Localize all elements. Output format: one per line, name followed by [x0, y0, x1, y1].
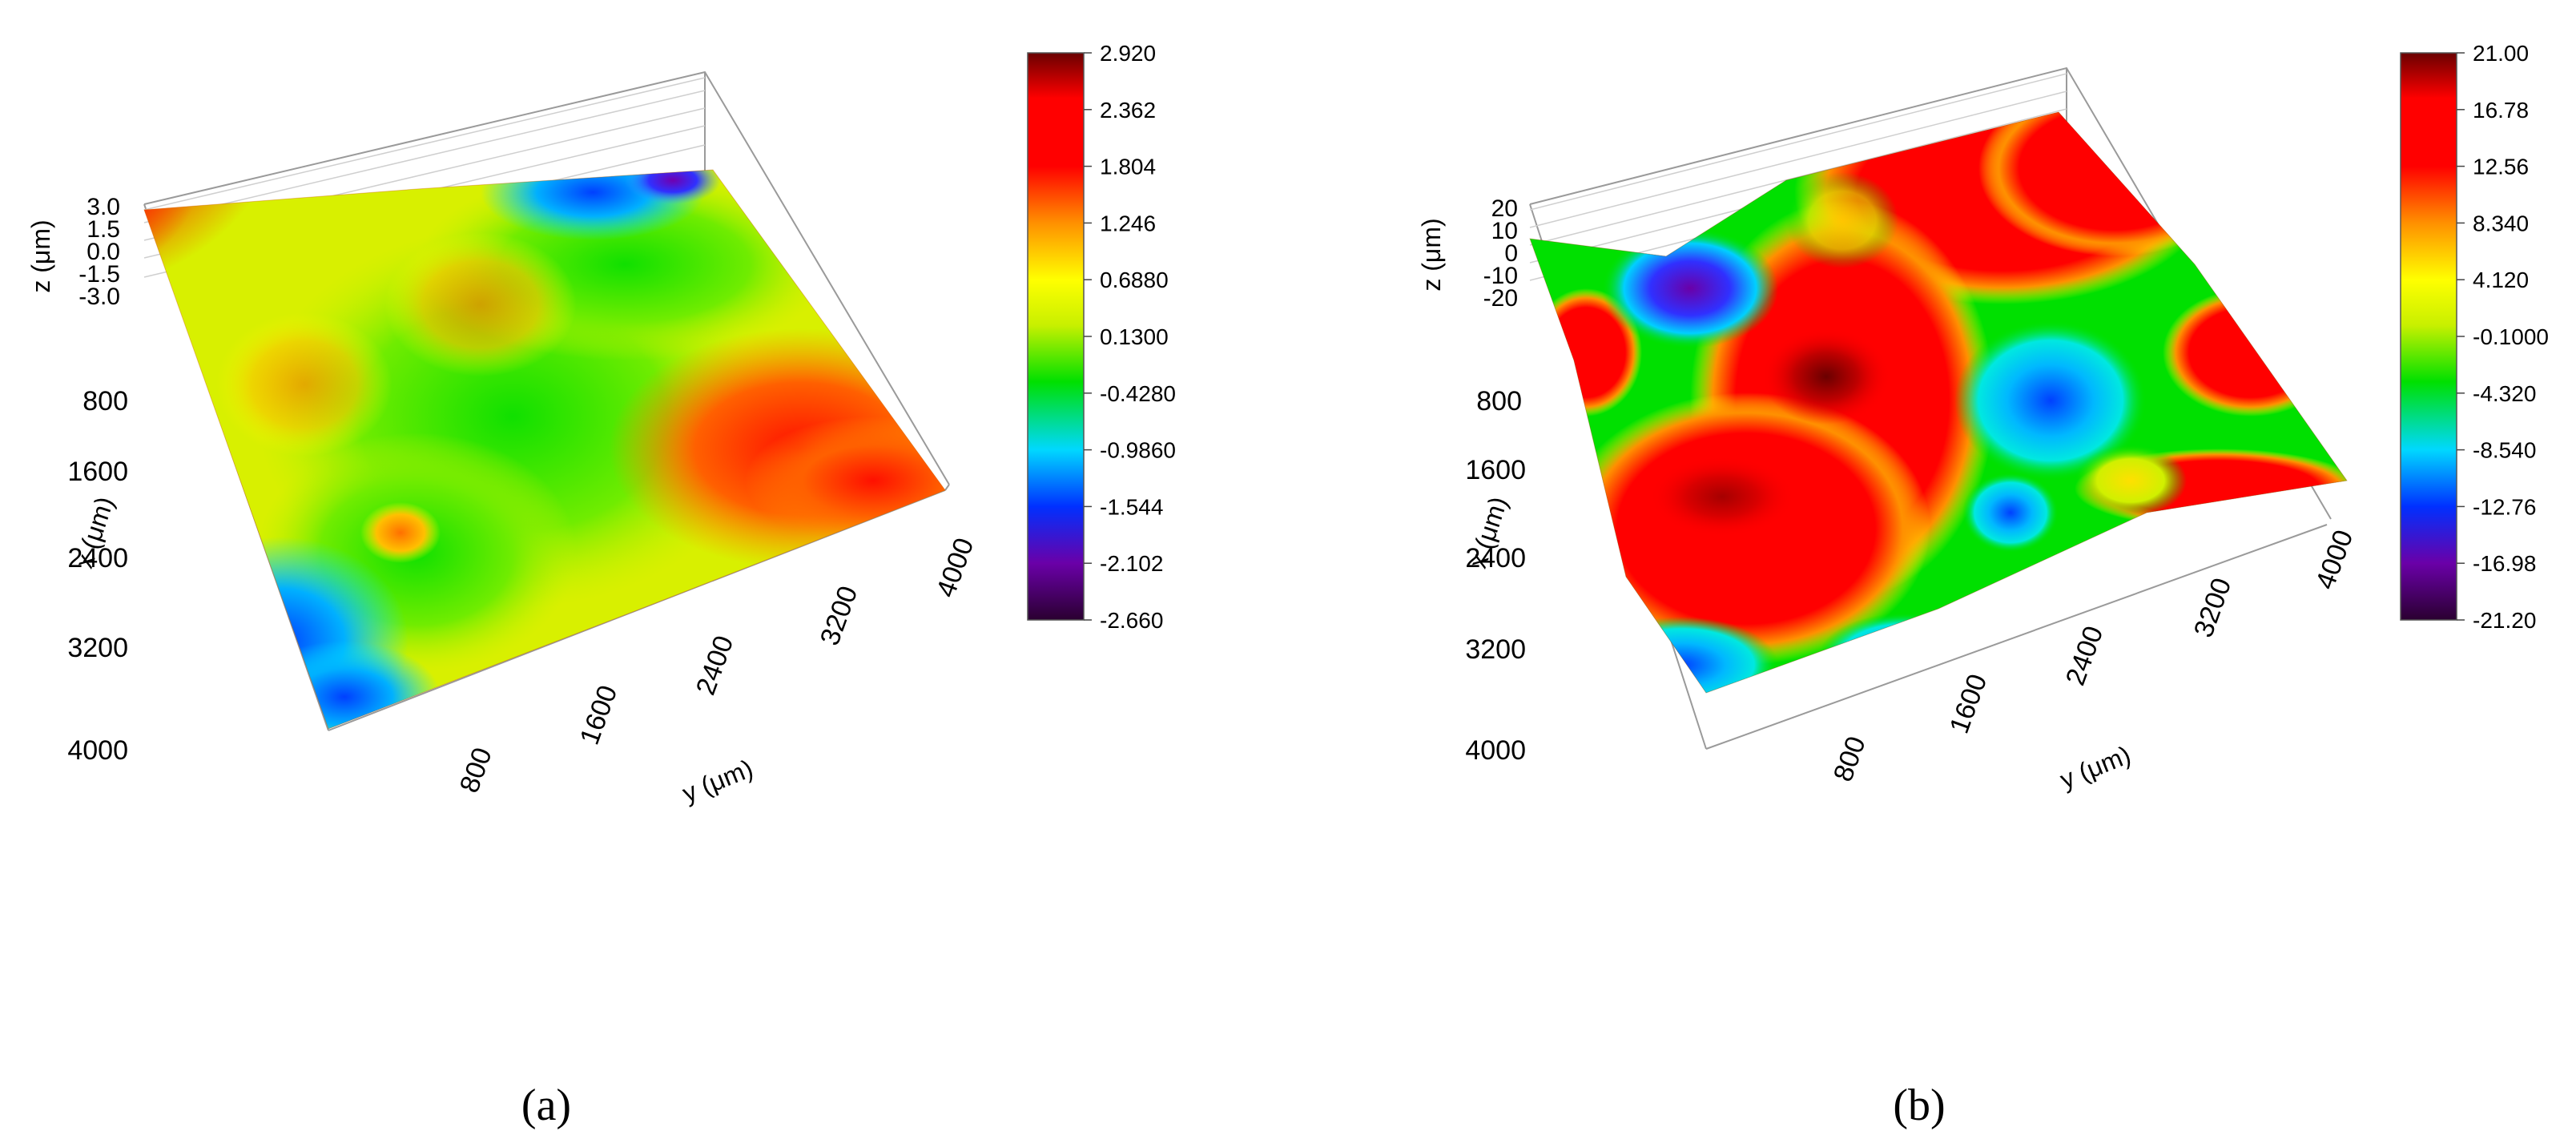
panel-a-y-tick-1: 1600: [574, 682, 624, 749]
panel-a-y-tick-2: 2400: [690, 632, 740, 699]
panel-b-z-tick-4: -20: [1483, 285, 1518, 312]
panel-b-colorbar-scale: [2400, 52, 2457, 621]
panel-b-colorbar-tick-label: -16.98: [2473, 551, 2536, 576]
panel-b-y-tick-2: 2400: [2060, 622, 2110, 690]
panel-a-surface: [144, 170, 945, 729]
panel-b-colorbar-tick-label: 4.120: [2473, 268, 2529, 292]
panel-a-colorbar-ticks: 2.920 2.362 1.804 1.246 0.6880 0.1300 -0.4280 -…: [1084, 41, 1176, 633]
panel-b-colorbar-tick-label: 16.78: [2473, 98, 2529, 123]
panel-b-x-tick-0: 800: [1476, 386, 1522, 417]
panel-b-z-label: z (μm): [1417, 218, 1446, 291]
panel-a-z-tick-1: 1.5: [87, 216, 120, 243]
panel-b: 20 10 0 -10 -20 z (μm) 800 1600 2400 320…: [1417, 41, 2549, 1130]
panel-b-x-axis: 800 1600 2400 3200 4000 x (μm): [1463, 386, 1526, 766]
panel-a-x-tick-2: 2400: [67, 543, 128, 574]
panel-a-colorbar-tick-label: -2.660: [1100, 608, 1163, 633]
panel-b-x-tick-1: 1600: [1465, 455, 1526, 485]
panel-a-colorbar-tick-label: -2.102: [1100, 551, 1163, 576]
panel-a-x-axis: 800 1600 2400 3200 4000 x (μm): [67, 386, 128, 766]
panel-a-colorbar-tick-label: 2.362: [1100, 98, 1156, 123]
panel-a-y-tick-3: 3200: [815, 582, 864, 650]
panel-b-y-label: y (μm): [2056, 740, 2135, 795]
panel-b-colorbar-tick-label: -0.1000: [2473, 324, 2549, 349]
panel-b-y-tick-4: 4000: [2310, 526, 2360, 594]
panel-a-caption: (a): [521, 1081, 571, 1130]
panel-b-colorbar-tick-label: 21.00: [2473, 41, 2529, 66]
panel-b-colorbar-tick-label: -8.540: [2473, 438, 2536, 463]
panel-a-colorbar-tick-label: 2.920: [1100, 41, 1156, 66]
panel-a-x-tick-1: 1600: [67, 457, 128, 487]
panel-b-colorbar-tick-label: 12.56: [2473, 155, 2529, 179]
panel-b-surface: [1530, 112, 2347, 693]
panel-a-colorbar-tick-label: 0.1300: [1100, 324, 1169, 349]
panel-a-colorbar: 2.920 2.362 1.804 1.246 0.6880 0.1300 -0.4280 -…: [1027, 41, 1176, 633]
panel-b-z-axis: 20 10 0 -10 -20 z (μm): [1417, 195, 1518, 312]
panel-b-x-tick-3: 3200: [1465, 634, 1526, 665]
panel-a-z-tick-4: -3.0: [78, 284, 120, 310]
panel-b-surface-edge: [1529, 111, 2348, 694]
panel-b-z-tick-2: 0: [1504, 240, 1518, 267]
panel-b-colorbar: 21.00 16.78 12.56 8.340 4.120 -0.1000 -4.320 -8…: [2400, 41, 2549, 633]
panel-a-z-tick-2: 0.0: [87, 239, 120, 265]
panel-a-colorbar-tick-label: 1.246: [1100, 211, 1156, 235]
panel-b-z-tick-1: 10: [1491, 218, 1518, 244]
panel-a-x-tick-4: 4000: [67, 735, 128, 766]
panel-a-colorbar-tick-label: -0.9860: [1100, 438, 1176, 463]
panel-b-y-tick-0: 800: [1828, 732, 1872, 785]
panel-a-colorbar-scale: [1027, 52, 1085, 621]
panel-a-colorbar-tick-label: 1.804: [1100, 155, 1156, 179]
panel-b-z-tick-3: -10: [1483, 263, 1518, 289]
panel-b-caption: (b): [1893, 1081, 1945, 1130]
panel-a-z-tick-3: -1.5: [78, 261, 120, 288]
panel-a-colorbar-tick-label: -0.4280: [1100, 381, 1176, 406]
panel-a-colorbar-tick-label: -1.544: [1100, 494, 1163, 519]
panel-a-z-label: z (μm): [26, 219, 55, 292]
panel-a-x-tick-0: 800: [83, 386, 128, 417]
panel-b-x-tick-2: 2400: [1465, 543, 1526, 574]
panel-b-x-tick-4: 4000: [1465, 735, 1526, 766]
panel-a-z-axis: 3.0 1.5 0.0 -1.5 -3.0 z (μm): [26, 194, 120, 310]
panel-b-colorbar-tick-label: -4.320: [2473, 381, 2536, 406]
panel-a-surface-edge: [143, 169, 946, 730]
panel-a: 3.0 1.5 0.0 -1.5 -3.0 z (μm) 800 1600 24…: [26, 41, 1176, 1130]
panel-b-colorbar-ticks: 21.00 16.78 12.56 8.340 4.120 -0.1000 -4.320 -8…: [2457, 41, 2549, 633]
panel-b-colorbar-tick-label: -21.20: [2473, 608, 2536, 633]
panel-b-y-tick-1: 1600: [1944, 670, 1994, 738]
panel-a-z-tick-0: 3.0: [87, 194, 120, 220]
panel-b-colorbar-tick-label: 8.340: [2473, 211, 2529, 235]
panel-b-y-tick-3: 3200: [2188, 574, 2238, 642]
panel-a-y-label: y (μm): [678, 754, 757, 808]
panel-a-y-tick-4: 4000: [931, 534, 980, 602]
panel-a-colorbar-tick-label: 0.6880: [1100, 268, 1169, 292]
panel-a-x-tick-3: 3200: [67, 633, 128, 663]
panel-b-colorbar-tick-label: -12.76: [2473, 494, 2536, 519]
panel-a-y-tick-0: 800: [454, 743, 498, 796]
panel-b-z-tick-0: 20: [1491, 195, 1518, 222]
